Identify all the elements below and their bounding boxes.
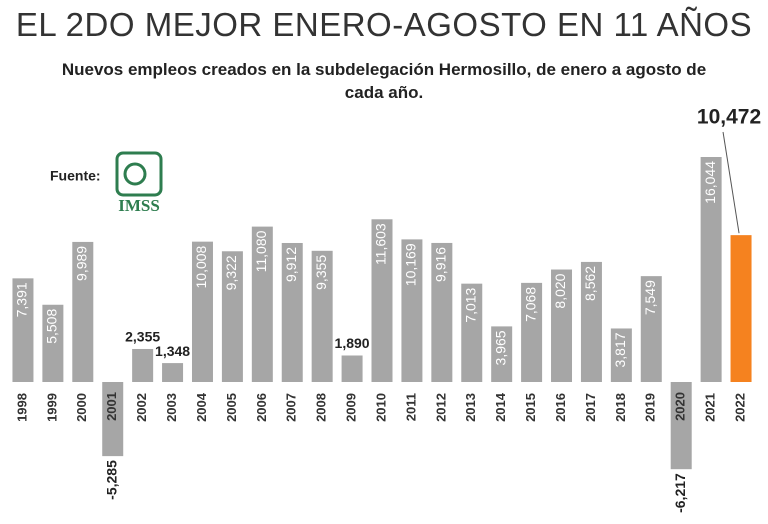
bar xyxy=(580,261,602,382)
bar xyxy=(461,283,483,382)
x-tick-label: 2015 xyxy=(523,393,538,422)
source-label: Fuente: xyxy=(50,168,101,184)
x-tick-label: 2006 xyxy=(254,393,269,422)
bar xyxy=(281,242,303,382)
value-label: -6,217 xyxy=(672,473,688,513)
value-label: 1,348 xyxy=(155,343,190,359)
value-label: 11,603 xyxy=(373,223,389,265)
value-label: 9,989 xyxy=(74,246,90,281)
x-tick-label: 2018 xyxy=(613,393,628,422)
source-logo: IMSS xyxy=(118,196,160,215)
value-label: 16,044 xyxy=(702,161,718,204)
value-label: 3,817 xyxy=(612,332,628,367)
bar xyxy=(640,276,662,382)
bar xyxy=(72,241,94,382)
x-tick-label: 2011 xyxy=(403,393,418,421)
x-tick-label: 2021 xyxy=(703,393,718,422)
value-label: 8,562 xyxy=(582,266,598,301)
x-tick-label: 2008 xyxy=(314,393,329,422)
bar xyxy=(132,348,154,382)
bar xyxy=(551,269,573,382)
bar xyxy=(730,235,752,382)
bar xyxy=(431,242,453,382)
value-label: -5,285 xyxy=(103,460,119,500)
value-label: 2,355 xyxy=(125,329,160,345)
bar xyxy=(610,328,632,382)
value-label: 7,068 xyxy=(522,287,538,322)
x-tick-label: 2013 xyxy=(463,393,478,422)
x-tick-label: 2017 xyxy=(583,393,598,422)
bar xyxy=(401,239,423,382)
value-label: 8,020 xyxy=(552,273,568,308)
x-tick-label: 2022 xyxy=(732,393,747,422)
bar xyxy=(311,250,333,382)
value-label: 7,549 xyxy=(642,280,658,315)
value-label: 5,508 xyxy=(44,309,60,344)
value-label: 10,008 xyxy=(193,245,209,288)
x-tick-label: 2007 xyxy=(284,393,299,422)
x-tick-label: 2016 xyxy=(553,393,568,422)
x-tick-label: 2005 xyxy=(224,393,239,422)
bar xyxy=(162,363,184,382)
value-label: 1,890 xyxy=(335,335,370,351)
value-label: 10,169 xyxy=(403,243,419,286)
bar xyxy=(12,278,34,382)
bar xyxy=(191,241,213,382)
bar xyxy=(491,326,513,382)
x-tick-label: 2010 xyxy=(373,393,388,422)
x-tick-label: 1998 xyxy=(14,393,29,422)
logo-icon xyxy=(123,162,147,186)
bar xyxy=(371,219,393,382)
x-tick-label: 1999 xyxy=(44,393,59,422)
x-tick-label: 2014 xyxy=(493,392,508,422)
value-label: 3,965 xyxy=(492,330,508,365)
value-label: 9,355 xyxy=(313,255,329,290)
value-label: 10,472 xyxy=(697,106,761,129)
value-label: 9,912 xyxy=(283,247,299,282)
x-tick-label: 2019 xyxy=(643,393,658,422)
value-label: 9,916 xyxy=(433,247,449,282)
bar xyxy=(700,157,722,382)
value-label: 7,013 xyxy=(462,287,478,322)
leader-line xyxy=(722,131,740,234)
x-tick-label: 2009 xyxy=(344,393,359,422)
bar xyxy=(221,251,243,382)
x-tick-label: 2001 xyxy=(104,392,119,421)
x-tick-label: 2020 xyxy=(673,392,688,421)
x-tick-label: 2004 xyxy=(194,392,209,422)
bar xyxy=(102,382,124,457)
x-tick-label: 2003 xyxy=(164,393,179,422)
logo-frame xyxy=(115,151,163,197)
bar xyxy=(251,226,273,382)
bar xyxy=(341,355,363,382)
x-tick-label: 2012 xyxy=(433,393,448,422)
chart-subtitle: Nuevos empleos creados en la subdelegaci… xyxy=(61,60,707,102)
bar xyxy=(42,304,64,382)
x-tick-label: 2002 xyxy=(134,393,149,422)
chart-title: EL 2DO MEJOR ENERO-AGOSTO EN 11 AÑOS xyxy=(15,6,753,43)
value-label: 11,080 xyxy=(253,230,269,272)
value-label: 7,391 xyxy=(14,282,30,317)
x-tick-label: 2000 xyxy=(74,393,89,422)
bar xyxy=(521,282,543,382)
value-label: 9,322 xyxy=(223,255,239,290)
bar xyxy=(670,382,692,470)
